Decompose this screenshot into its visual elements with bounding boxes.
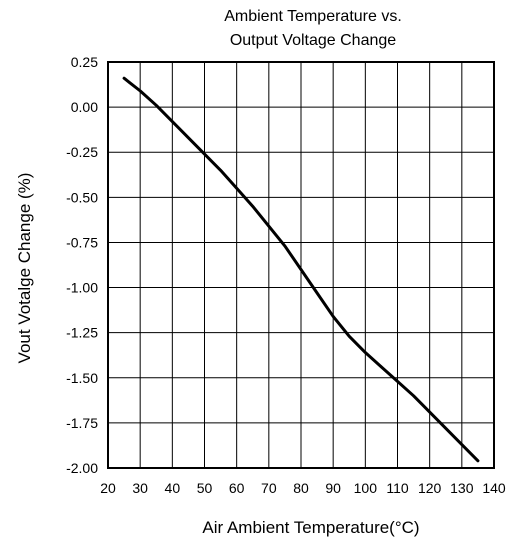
chart-title-line-1: Ambient Temperature vs. xyxy=(224,8,402,25)
x-tick-label: 130 xyxy=(450,480,474,496)
y-tick-label: -1.00 xyxy=(66,280,98,296)
y-tick-label: 0.00 xyxy=(71,99,98,115)
y-tick-label: -2.00 xyxy=(66,460,98,476)
y-tick-label: 0.25 xyxy=(71,54,98,70)
x-tick-label: 80 xyxy=(293,480,309,496)
x-tick-label: 40 xyxy=(165,480,181,496)
y-tick-label: -1.25 xyxy=(66,325,98,341)
x-tick-label: 90 xyxy=(325,480,341,496)
y-tick-label: -0.25 xyxy=(66,144,98,160)
x-tick-label: 110 xyxy=(386,480,409,496)
x-tick-label: 20 xyxy=(100,480,116,496)
axis-ticks: 20 30 40 50 60 70 80 90 100 110 120 130 140 0.25 0.00 -… xyxy=(66,54,506,496)
x-tick-label: 50 xyxy=(197,480,213,496)
y-tick-label: -0.50 xyxy=(66,189,98,205)
x-tick-label: 120 xyxy=(418,480,442,496)
y-tick-label: -1.75 xyxy=(66,415,98,431)
grid-lines xyxy=(108,62,494,468)
plot-frame xyxy=(107,61,495,469)
x-axis-label: Air Ambient Temperature(°C) xyxy=(202,518,419,537)
y-tick-label: -0.75 xyxy=(66,234,98,250)
x-tick-label: 60 xyxy=(229,480,245,496)
y-tick-label: -1.50 xyxy=(66,370,98,386)
x-tick-label: 70 xyxy=(261,480,277,496)
y-axis-label: Vout Votalge Change (%) xyxy=(15,173,34,364)
x-tick-label: 140 xyxy=(482,480,506,496)
chart-title-line-2: Output Voltage Change xyxy=(230,32,396,49)
x-tick-label: 30 xyxy=(132,480,148,496)
x-tick-label: 100 xyxy=(354,480,378,496)
series-line xyxy=(122,76,480,463)
